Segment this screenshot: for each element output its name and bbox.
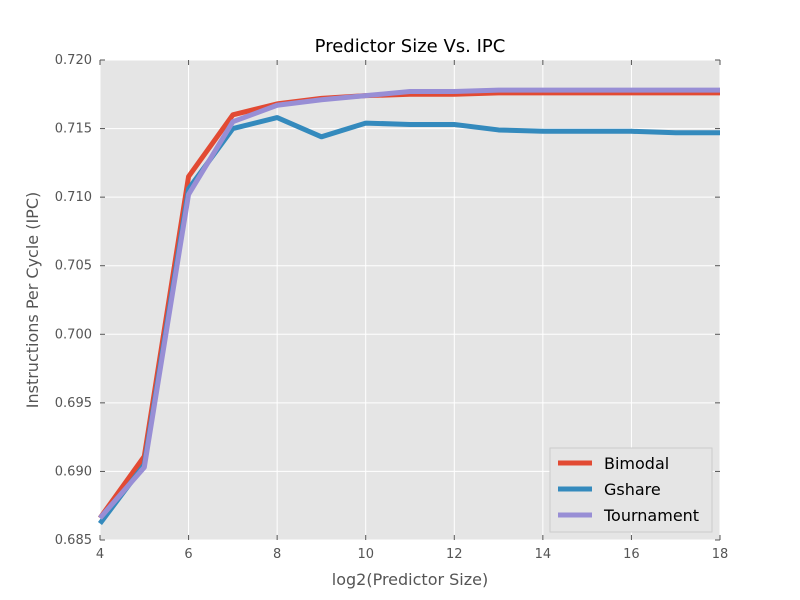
y-tick-label: 0.685 [55, 533, 92, 548]
x-tick-label: 8 [273, 547, 281, 562]
x-tick-label: 10 [357, 547, 374, 562]
legend: Bimodal Gshare Tournament [549, 447, 713, 533]
y-tick-label: 0.720 [55, 53, 92, 68]
legend-label-gshare: Gshare [604, 480, 661, 499]
series-lines [97, 87, 720, 526]
series-line-tournament [98, 87, 720, 520]
axis-ticks: 4 6 8 10 12 14 16 18 0.685 0.690 0.695 0.700 0.705 0.… [55, 53, 728, 562]
y-tick-label: 0.705 [55, 259, 92, 274]
series-line-bimodal [97, 90, 720, 520]
x-tick-label: 4 [96, 547, 104, 562]
y-tick-label: 0.710 [55, 190, 92, 205]
x-tick-label: 14 [535, 547, 552, 562]
y-tick-label: 0.695 [55, 396, 92, 411]
x-tick-label: 12 [446, 547, 463, 562]
x-tick-label: 16 [623, 547, 640, 562]
y-tick-label: 0.700 [55, 327, 92, 342]
x-tick-label: 18 [712, 547, 729, 562]
legend-label-tournament: Tournament [603, 506, 699, 525]
y-tick-label: 0.715 [55, 122, 92, 137]
legend-label-bimodal: Bimodal [604, 454, 669, 473]
x-axis-title: log2(Predictor Size) [332, 570, 488, 589]
y-axis-title: Instructions Per Cycle (IPC) [23, 192, 42, 408]
y-tick-label: 0.690 [55, 464, 92, 479]
chart-title: Predictor Size Vs. IPC [315, 36, 506, 57]
x-tick-label: 6 [184, 547, 192, 562]
